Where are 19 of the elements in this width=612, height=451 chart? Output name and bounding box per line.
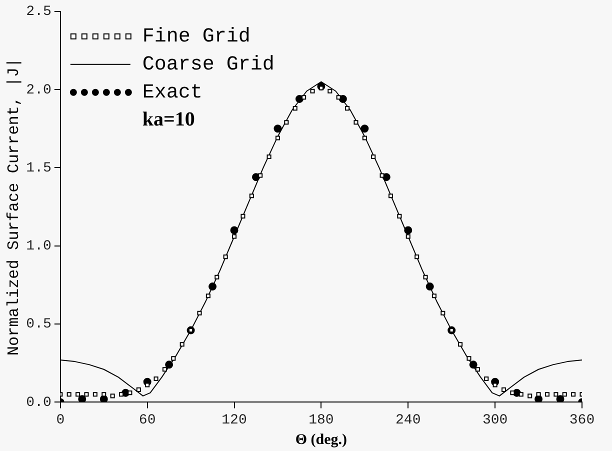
y-tick-label: 0.0: [26, 394, 52, 411]
x-tick-label: 180: [308, 412, 334, 428]
annotation: ka=10: [142, 108, 195, 131]
y-tick-label: 1.0: [26, 238, 52, 255]
x-tick-label: 240: [396, 412, 421, 428]
x-axis-title: Θ (deg.): [295, 432, 348, 448]
x-tick-label: 300: [482, 412, 508, 428]
y-tick-label: 0.5: [26, 316, 52, 333]
legend-label: Coarse Grid: [142, 54, 274, 77]
x-tick-label: 120: [222, 412, 247, 428]
y-tick-label: 2.5: [26, 4, 52, 20]
legend-label: Fine Grid: [142, 26, 250, 49]
y-tick-label: 2.0: [26, 82, 52, 98]
x-tick-label: 360: [569, 412, 595, 428]
y-axis-title: Normalized Surface Current, |J|: [4, 58, 23, 356]
y-tick-label: 1.5: [26, 160, 52, 176]
x-tick-label: 0: [56, 412, 65, 428]
x-tick-label: 60: [138, 412, 156, 428]
legend-label: Exact: [142, 82, 202, 105]
